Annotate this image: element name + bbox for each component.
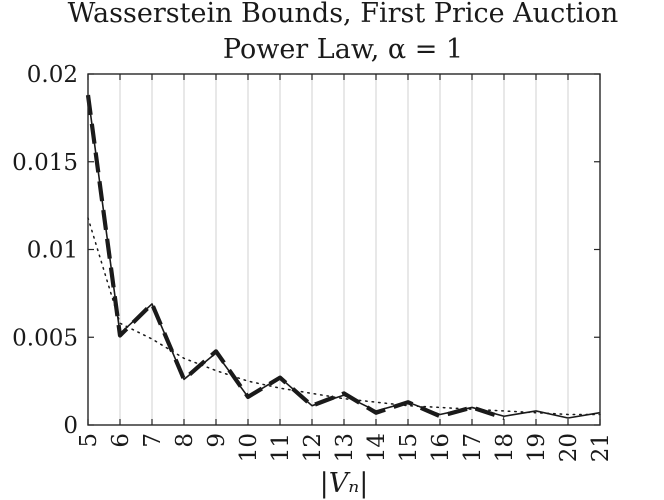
- x-tick-label: 15: [396, 433, 422, 462]
- series-line-dotted: [87, 217, 601, 416]
- x-tick-label: 14: [364, 433, 390, 462]
- chart-subtitle: Power Law, α = 1: [223, 34, 463, 65]
- x-tick-label: 10: [236, 433, 262, 462]
- x-tick-label: 6: [108, 433, 134, 448]
- x-tick-label: 9: [204, 433, 230, 448]
- y-tick-labels: 0 0.005 0.01 0.015 0.02: [12, 62, 78, 439]
- series-layer: [85, 94, 601, 420]
- y-tick-label: 0.01: [27, 238, 78, 264]
- y-tick-label: 0.015: [12, 150, 78, 176]
- x-tick-label: 13: [332, 433, 358, 462]
- x-tick-label: 21: [588, 433, 614, 462]
- chart-title: Wasserstein Bounds, First Price Auction: [68, 0, 619, 29]
- tick-marks: [87, 73, 601, 426]
- x-tick-label: 8: [172, 433, 198, 448]
- x-tick-label: 5: [76, 433, 102, 448]
- series-line-dashed: [85, 94, 505, 420]
- x-tick-label: 18: [492, 433, 518, 462]
- x-tick-label: 17: [460, 433, 486, 462]
- x-tick-label: 20: [556, 433, 582, 462]
- y-tick-label: 0: [63, 413, 78, 439]
- grid: [119, 74, 569, 425]
- x-tick-labels: 5 6 7 8 9 10 11 12 13 14 15 16 17 18 19 20 21: [76, 433, 614, 462]
- x-tick-label: 7: [140, 433, 166, 448]
- x-tick-label: 19: [524, 433, 550, 462]
- y-tick-label: 0.02: [27, 62, 78, 88]
- x-tick-label: 12: [300, 433, 326, 462]
- x-tick-label: 16: [428, 433, 454, 462]
- y-tick-label: 0.005: [12, 325, 78, 351]
- x-tick-label: 11: [268, 433, 294, 462]
- x-axis-label: |Vₙ|: [320, 468, 369, 499]
